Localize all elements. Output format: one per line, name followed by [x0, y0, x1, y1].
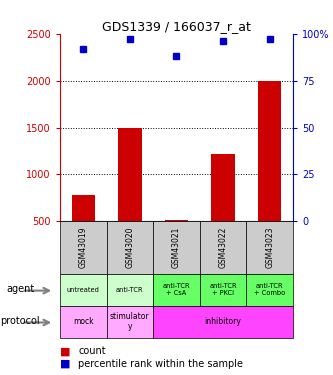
- Bar: [60, 306, 107, 338]
- Bar: [200, 221, 246, 274]
- Bar: [165, 220, 188, 268]
- Bar: [107, 221, 153, 274]
- Bar: [153, 274, 200, 306]
- Text: percentile rank within the sample: percentile rank within the sample: [78, 359, 243, 369]
- Bar: [118, 128, 142, 268]
- Text: ■: ■: [60, 359, 71, 369]
- Bar: [107, 274, 153, 306]
- Bar: [107, 306, 153, 338]
- Text: anti-TCR
+ PKCi: anti-TCR + PKCi: [209, 283, 237, 296]
- Bar: [153, 221, 200, 274]
- Text: GSM43023: GSM43023: [265, 227, 274, 268]
- Bar: [60, 221, 107, 274]
- Text: protocol: protocol: [0, 316, 40, 326]
- Bar: [258, 81, 281, 268]
- Text: anti-TCR
+ CsA: anti-TCR + CsA: [163, 283, 190, 296]
- Text: agent: agent: [7, 285, 35, 294]
- Text: count: count: [78, 346, 106, 356]
- Bar: [200, 274, 246, 306]
- Bar: [153, 306, 293, 338]
- Text: GSM43021: GSM43021: [172, 227, 181, 268]
- Text: GSM43020: GSM43020: [125, 227, 135, 268]
- Bar: [60, 274, 107, 306]
- Text: mock: mock: [73, 317, 94, 326]
- Text: inhibitory: inhibitory: [205, 317, 241, 326]
- Title: GDS1339 / 166037_r_at: GDS1339 / 166037_r_at: [102, 20, 251, 33]
- Text: GSM43022: GSM43022: [218, 227, 228, 268]
- Bar: [211, 154, 235, 268]
- Text: stimulator
y: stimulator y: [110, 312, 150, 331]
- Text: untreated: untreated: [67, 286, 100, 292]
- Bar: [246, 274, 293, 306]
- Text: ■: ■: [60, 346, 71, 356]
- Bar: [246, 221, 293, 274]
- Bar: [72, 195, 95, 268]
- Text: anti-TCR
+ Combo: anti-TCR + Combo: [254, 283, 285, 296]
- Text: GSM43019: GSM43019: [79, 227, 88, 268]
- Text: anti-TCR: anti-TCR: [116, 286, 144, 292]
